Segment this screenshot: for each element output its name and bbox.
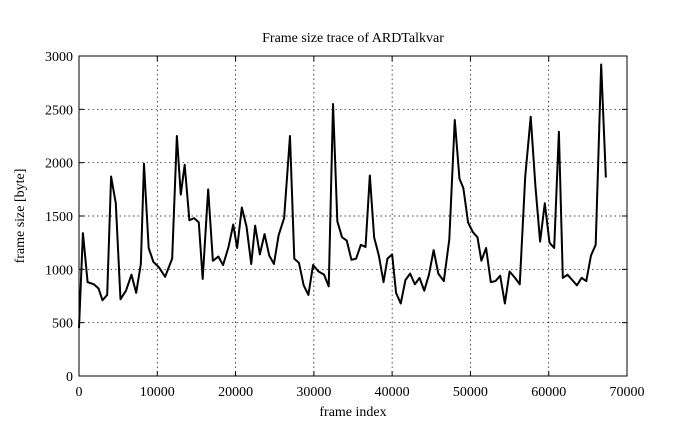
x-tick-label: 10000 [140,385,175,400]
x-tick-label: 30000 [296,385,331,400]
chart-title: Frame size trace of ARDTalkvar [262,31,444,46]
x-tick-label: 60000 [531,385,566,400]
y-tick-label: 1000 [45,263,73,278]
y-tick-label: 3000 [45,50,73,65]
y-tick-label: 0 [66,370,73,385]
x-tick-label: 50000 [453,385,488,400]
x-axis-label: frame index [319,405,386,420]
y-axis-label: frame size [byte] [13,169,28,264]
y-tick-label: 500 [52,317,73,332]
x-tick-label: 0 [76,385,83,400]
plot-frame [78,55,628,377]
x-tick-label: 70000 [610,385,645,400]
y-tick-label: 2000 [45,157,73,172]
y-tick-label: 2500 [45,103,73,118]
x-tick-label: 20000 [218,385,253,400]
y-tick-label: 1500 [45,210,73,225]
x-tick-label: 40000 [375,385,410,400]
data-line [78,63,607,329]
